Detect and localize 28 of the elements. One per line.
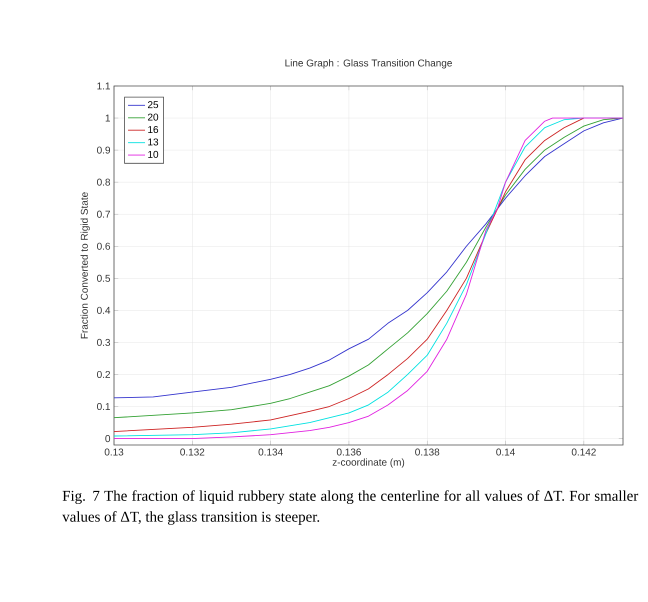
y-tick-label: 0.6 (97, 242, 110, 250)
y-tick-label: 1.1 (97, 82, 110, 90)
legend-label: 25 (148, 101, 158, 108)
x-tick-label: 0.138 (415, 448, 440, 456)
x-tick-label: 0.134 (258, 448, 283, 456)
caption: Fig. 7 The fraction of liquid rubbery state along the centerline for all values of ΔT. For smaller values of ΔT, the glass transition is steeper. (62, 490, 638, 525)
y-tick-label: 1 (106, 114, 110, 122)
y-tick-label: 0.9 (97, 146, 110, 154)
y-tick-label: 0.3 (97, 338, 110, 346)
y-tick-label: 0.7 (97, 210, 110, 218)
legend-label: 10 (148, 150, 158, 158)
legend-label: 20 (148, 114, 158, 121)
x-tick-label: 0.13 (104, 448, 124, 456)
y-axis-title: Fraction Converted to Rigid State (80, 192, 90, 338)
y-tick-label: 0.1 (97, 402, 110, 410)
x-axis-title: z-coordinate (m) (332, 458, 404, 468)
y-tick-label: 0.2 (97, 370, 110, 378)
legend-label: 16 (148, 126, 158, 134)
x-tick-label: 0.136 (336, 448, 361, 456)
x-tick-label: 0.142 (572, 448, 596, 456)
x-tick-label: 0.14 (496, 448, 515, 456)
x-tick-label: 0.132 (180, 448, 204, 456)
y-tick-label: 0.4 (97, 306, 110, 314)
chart-title: Line Graph : Glass Transition Change (285, 59, 452, 68)
y-tick-label: 0.5 (97, 274, 110, 282)
y-tick-label: 0 (105, 435, 110, 442)
legend-label: 13 (148, 138, 158, 146)
y-tick-label: 0.8 (97, 178, 110, 186)
